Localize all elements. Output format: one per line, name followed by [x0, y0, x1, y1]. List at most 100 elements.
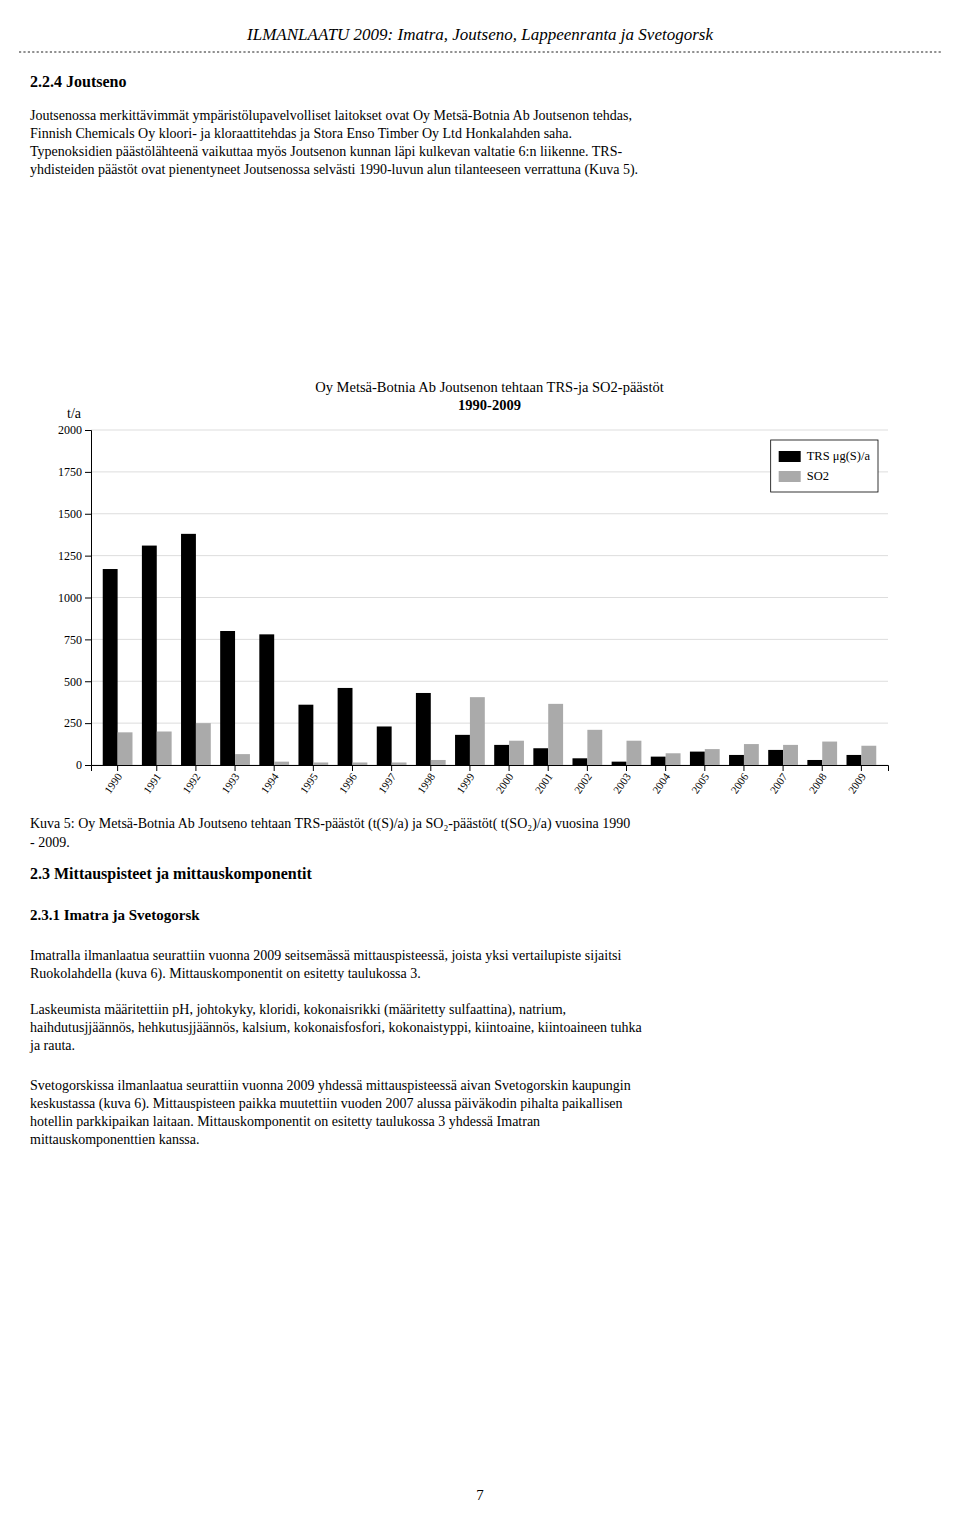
tick-mark: [85, 681, 91, 682]
page-title: ILMANLAATU 2009: Imatra, Joutseno, Lappe…: [246, 25, 713, 44]
tick-label: 2005: [689, 770, 712, 795]
bar: [861, 746, 876, 765]
tick-mark: [85, 472, 91, 473]
paragraph-line: Joutsenossa merkittävimmät ympäristölupa…: [30, 108, 632, 123]
tick-label: 1998: [415, 770, 438, 795]
paragraph-line: mittauskomponenttien kanssa.: [30, 1132, 200, 1147]
tick: 2002: [571, 765, 593, 796]
grid-line: [91, 471, 888, 472]
bar: [744, 744, 759, 765]
separator: [19, 52, 941, 53]
tick-mark: [587, 765, 588, 771]
grid-line: [91, 639, 888, 640]
tick-mark: [117, 765, 118, 771]
bar: [729, 755, 744, 765]
bar: [847, 755, 862, 765]
tick: 1750: [58, 465, 91, 479]
legend: TRS μg(S)/aSO2: [771, 440, 878, 492]
bar: [651, 757, 666, 765]
tick: 1999: [454, 765, 477, 796]
tick-mark: [313, 765, 314, 771]
grid-line: [91, 681, 888, 682]
page-number: 7: [476, 1487, 484, 1503]
paragraph-line: hotellin parkkipaikan laitaan. Mittausko…: [30, 1114, 540, 1129]
tick: 2001: [532, 765, 554, 796]
tick: 1991: [141, 765, 163, 796]
axis-line: [85, 431, 92, 766]
grid: [91, 430, 888, 765]
chart: 0250500750100012501500175020001990199119…: [58, 423, 889, 795]
tick: 2008: [806, 765, 829, 796]
bar: [807, 760, 822, 765]
caption-line: Kuva 5: Oy Metsä-Botnia Ab Joutseno teht…: [30, 816, 630, 832]
legend-swatch: [779, 451, 801, 462]
paragraph-line: Typenoksidien päästölähteenä vaikuttaa m…: [30, 144, 622, 159]
tick-label: 2007: [767, 770, 790, 795]
tick: 2006: [728, 765, 751, 796]
tick-label: 2002: [571, 771, 593, 796]
tick-label: 1750: [58, 465, 82, 479]
bar: [509, 741, 524, 765]
bar: [157, 732, 172, 766]
bar: [666, 753, 681, 765]
grid-line: [91, 597, 888, 598]
tick: 1994: [258, 765, 281, 796]
tick: 2009: [846, 765, 869, 796]
tick-mark: [783, 765, 784, 771]
tick-label: 2001: [532, 771, 554, 796]
section-header: 2.2.4 Joutseno: [30, 73, 126, 90]
chart-subtitle: 1990-2009: [458, 397, 521, 413]
bar: [181, 534, 196, 765]
bar: [142, 546, 157, 765]
tick-label: 1992: [180, 771, 202, 796]
bar: [533, 748, 548, 765]
tick-mark: [743, 765, 744, 771]
paragraph-line: ja rauta.: [29, 1038, 75, 1053]
tick-label: 2000: [493, 770, 516, 795]
tick: 1000: [58, 591, 91, 605]
tick: 500: [64, 675, 91, 689]
tick-mark: [85, 765, 91, 766]
tick-mark: [822, 765, 823, 771]
bar: [612, 762, 627, 765]
tick: 2007: [767, 765, 790, 796]
tick-label: 1999: [454, 770, 477, 795]
tick-label: 2009: [846, 770, 869, 795]
paragraph-line: haihdutusjjäännös, hehkutusjjäännös, kal…: [30, 1020, 642, 1035]
tick-label: 2004: [650, 770, 673, 795]
bar: [470, 697, 485, 765]
tick-mark: [156, 765, 157, 771]
tick-label: 2006: [728, 770, 751, 795]
bar: [352, 762, 367, 765]
tick-mark: [195, 765, 196, 771]
bars: [103, 534, 877, 765]
tick: 750: [64, 633, 91, 647]
bar: [705, 749, 720, 765]
grid-line: [91, 513, 888, 514]
bar: [338, 688, 353, 765]
tick-label: 750: [64, 633, 82, 647]
tick-mark: [85, 556, 91, 557]
tick-label: 1994: [258, 770, 281, 795]
tick-label: 1995: [297, 770, 320, 795]
bar: [377, 726, 392, 765]
tick-label: 0: [76, 758, 82, 772]
bar-series: [118, 697, 877, 765]
chart-title: Oy Metsä-Botnia Ab Joutsenon tehtaan TRS…: [315, 379, 664, 395]
tick: 2000: [493, 765, 516, 796]
bar-series: [103, 534, 862, 765]
tick: 250: [64, 716, 91, 730]
tick-mark: [626, 765, 627, 771]
axis-title: t/a: [67, 406, 82, 421]
bar: [103, 569, 118, 765]
bar: [431, 760, 446, 765]
tick-label: 1250: [58, 549, 82, 563]
tick: 1500: [58, 507, 91, 521]
paragraph-line: yhdisteiden päästöt ovat pienentyneet Jo…: [30, 162, 638, 178]
tick-mark: [352, 765, 353, 771]
tick: 1996: [337, 765, 360, 796]
section-header: 2.3 Mittauspisteet ja mittauskomponentit: [30, 865, 312, 883]
bar: [783, 745, 798, 765]
tick-mark: [665, 765, 666, 771]
bar: [494, 745, 509, 765]
